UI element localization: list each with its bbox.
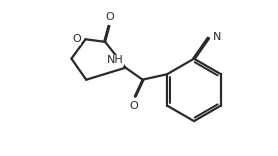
Text: O: O	[105, 12, 114, 22]
Text: NH: NH	[106, 55, 123, 65]
Text: N: N	[213, 32, 221, 42]
Text: O: O	[130, 101, 138, 111]
Text: O: O	[72, 34, 81, 44]
